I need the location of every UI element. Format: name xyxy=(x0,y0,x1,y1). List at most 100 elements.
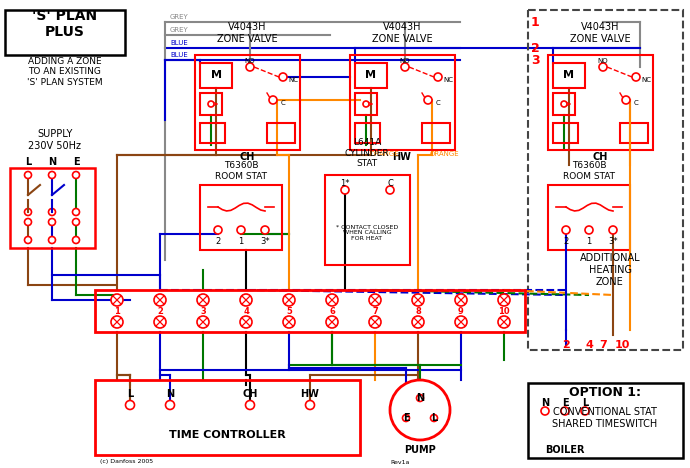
Text: E: E xyxy=(562,398,569,408)
Text: 1: 1 xyxy=(586,237,591,247)
Circle shape xyxy=(246,63,254,71)
Bar xyxy=(200,185,282,250)
Text: 3*: 3* xyxy=(608,237,618,247)
Bar xyxy=(548,55,653,150)
Text: T6360B
ROOM STAT: T6360B ROOM STAT xyxy=(563,161,615,181)
Text: CH: CH xyxy=(242,389,257,399)
Circle shape xyxy=(240,294,252,306)
Bar xyxy=(10,168,95,248)
Circle shape xyxy=(609,226,617,234)
Text: PUMP: PUMP xyxy=(404,445,436,455)
Bar xyxy=(200,123,225,143)
Text: N: N xyxy=(166,389,174,399)
Circle shape xyxy=(72,171,79,178)
Circle shape xyxy=(434,73,442,81)
Bar xyxy=(553,63,585,88)
Text: NO: NO xyxy=(400,58,411,64)
Circle shape xyxy=(498,316,510,328)
Text: GREY: GREY xyxy=(170,14,189,20)
Text: C: C xyxy=(633,100,638,106)
Circle shape xyxy=(369,294,381,306)
Circle shape xyxy=(72,219,79,226)
Text: V4043H
ZONE VALVE: V4043H ZONE VALVE xyxy=(570,22,630,44)
Text: NO: NO xyxy=(245,58,255,64)
Text: M: M xyxy=(564,70,575,80)
Text: BLUE: BLUE xyxy=(170,52,188,58)
Circle shape xyxy=(246,401,255,410)
Text: N: N xyxy=(48,157,56,167)
Bar xyxy=(553,93,575,115)
Circle shape xyxy=(25,209,32,215)
Circle shape xyxy=(386,186,394,194)
Circle shape xyxy=(541,407,549,415)
Text: NO: NO xyxy=(598,58,609,64)
Circle shape xyxy=(72,209,79,215)
Circle shape xyxy=(401,63,409,71)
Text: L641A
CYLINDER
STAT: L641A CYLINDER STAT xyxy=(345,138,389,168)
Text: 4: 4 xyxy=(585,340,593,350)
Bar xyxy=(200,63,232,88)
Text: 4: 4 xyxy=(243,307,249,315)
Text: HW: HW xyxy=(393,152,411,162)
Text: 6: 6 xyxy=(329,307,335,315)
Text: E: E xyxy=(403,413,409,423)
Text: ORANGE: ORANGE xyxy=(430,151,460,157)
Text: 1: 1 xyxy=(531,15,540,29)
Text: CONVENTIONAL STAT
SHARED TIMESWITCH: CONVENTIONAL STAT SHARED TIMESWITCH xyxy=(553,407,658,429)
Bar xyxy=(355,123,380,143)
Text: ADDING A ZONE
TO AN EXISTING
'S' PLAN SYSTEM: ADDING A ZONE TO AN EXISTING 'S' PLAN SY… xyxy=(27,57,103,87)
Bar xyxy=(325,175,410,265)
Text: Rev1a: Rev1a xyxy=(391,460,410,465)
Circle shape xyxy=(632,73,640,81)
Text: ADDITIONAL
HEATING
ZONE: ADDITIONAL HEATING ZONE xyxy=(580,253,640,286)
Bar xyxy=(95,380,360,455)
Text: 8: 8 xyxy=(415,307,421,315)
Circle shape xyxy=(154,316,166,328)
Text: NC: NC xyxy=(641,77,651,83)
Text: 10: 10 xyxy=(498,307,510,315)
Circle shape xyxy=(283,294,295,306)
Text: T6360B
ROOM STAT: T6360B ROOM STAT xyxy=(215,161,267,181)
Text: 2: 2 xyxy=(157,307,163,315)
Circle shape xyxy=(561,407,569,415)
Text: 1*: 1* xyxy=(340,178,350,188)
Circle shape xyxy=(25,236,32,243)
Bar xyxy=(355,63,387,88)
Text: 2: 2 xyxy=(531,42,540,54)
Bar xyxy=(528,10,683,350)
Text: (c) Danfoss 2005: (c) Danfoss 2005 xyxy=(100,460,153,465)
Circle shape xyxy=(599,63,607,71)
Text: 9: 9 xyxy=(458,307,464,315)
Circle shape xyxy=(283,316,295,328)
Text: NC: NC xyxy=(443,77,453,83)
Bar xyxy=(195,55,300,150)
Text: C: C xyxy=(281,100,286,106)
Text: 1: 1 xyxy=(114,307,120,315)
Circle shape xyxy=(154,294,166,306)
Text: M: M xyxy=(366,70,377,80)
Circle shape xyxy=(111,294,123,306)
Bar xyxy=(355,93,377,115)
Circle shape xyxy=(562,226,570,234)
Text: 1: 1 xyxy=(238,237,244,247)
Circle shape xyxy=(197,294,209,306)
Circle shape xyxy=(412,316,424,328)
Text: 10: 10 xyxy=(614,340,630,350)
Bar xyxy=(528,383,683,458)
Circle shape xyxy=(585,226,593,234)
Circle shape xyxy=(25,171,32,178)
Circle shape xyxy=(326,294,338,306)
Text: M: M xyxy=(210,70,221,80)
Text: NC: NC xyxy=(288,77,298,83)
Circle shape xyxy=(390,380,450,440)
Circle shape xyxy=(240,316,252,328)
Text: 2: 2 xyxy=(215,237,221,247)
Text: L: L xyxy=(582,398,588,408)
Circle shape xyxy=(326,316,338,328)
Text: GREY: GREY xyxy=(170,27,189,33)
Text: V4043H
ZONE VALVE: V4043H ZONE VALVE xyxy=(217,22,277,44)
Circle shape xyxy=(279,73,287,81)
Circle shape xyxy=(561,101,567,107)
Text: 3: 3 xyxy=(200,307,206,315)
Text: CH: CH xyxy=(239,152,255,162)
